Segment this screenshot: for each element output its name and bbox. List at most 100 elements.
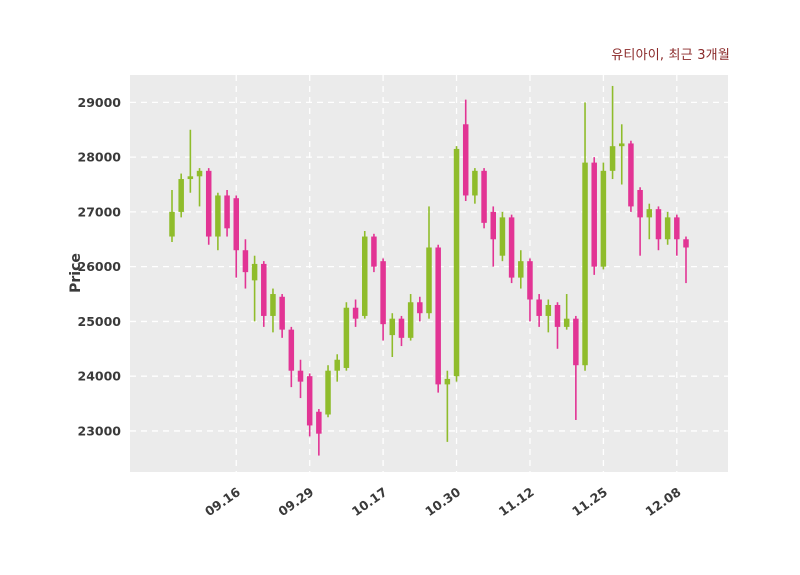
candle: [407, 294, 414, 341]
candle: [545, 299, 552, 333]
candle-body: [407, 302, 414, 338]
candle: [325, 365, 331, 418]
candle-body: [545, 304, 552, 316]
candle: [453, 146, 460, 382]
candle-body: [242, 250, 249, 273]
candle-body: [582, 162, 588, 366]
candle: [591, 157, 597, 275]
y-tick-label: 26000: [78, 259, 122, 274]
candle: [554, 302, 561, 349]
candle: [563, 294, 570, 330]
candle: [215, 192, 221, 251]
candle-body: [233, 198, 239, 251]
y-tick-label: 29000: [78, 95, 122, 110]
candle-body: [334, 359, 340, 371]
candle: [297, 359, 304, 399]
candle: [435, 244, 441, 393]
candle: [233, 195, 239, 278]
candle: [352, 299, 359, 327]
candle-body: [435, 247, 441, 385]
candle: [261, 261, 267, 327]
candle-body: [352, 307, 359, 319]
x-tick-label: 12.08: [643, 484, 684, 519]
candle: [646, 203, 653, 240]
chart-title: 유티아이, 최근 3개월: [611, 48, 730, 63]
candle: [536, 294, 542, 327]
candle: [389, 313, 396, 358]
candle: [664, 211, 671, 245]
candle: [270, 288, 276, 333]
candle: [251, 255, 258, 322]
candle-body: [683, 239, 689, 248]
candle-body: [536, 299, 542, 316]
candle-body: [591, 162, 597, 267]
candle-body: [224, 195, 230, 229]
candle-body: [371, 236, 377, 267]
y-axis-label: Price: [68, 253, 84, 293]
x-tick-label: 09.16: [202, 484, 243, 519]
candle: [527, 258, 533, 322]
candle: [499, 211, 506, 262]
candle-body: [306, 376, 313, 426]
candle: [573, 315, 579, 420]
candle: [288, 326, 295, 388]
candle: [426, 206, 432, 319]
candle-body: [472, 170, 478, 196]
candle: [619, 124, 625, 185]
candle-body: [664, 217, 671, 240]
candle-body: [527, 261, 533, 300]
candle: [371, 233, 377, 273]
y-tick-label: 25000: [78, 314, 122, 329]
candle: [462, 99, 469, 201]
candle: [196, 168, 203, 207]
candle-body: [674, 217, 680, 240]
candle: [187, 129, 194, 193]
candle: [343, 302, 350, 371]
candle: [398, 315, 405, 347]
candle-body: [417, 302, 423, 314]
candle-body: [316, 411, 322, 434]
candle-body: [187, 176, 194, 180]
candle: [637, 187, 643, 256]
candle-body: [554, 304, 561, 327]
candle: [472, 168, 478, 204]
candle: [582, 102, 588, 371]
x-tick-label: 10.30: [422, 484, 463, 519]
candle: [683, 236, 689, 284]
candle: [178, 173, 184, 218]
candle: [242, 239, 249, 289]
candle-body: [261, 263, 267, 316]
candle: [508, 214, 515, 284]
candle-body: [453, 148, 460, 377]
candle-body: [270, 294, 276, 316]
candle-body: [325, 370, 331, 415]
candle-body: [628, 143, 634, 207]
candle-body: [380, 261, 386, 325]
candle-body: [518, 261, 524, 278]
candle-body: [499, 217, 506, 256]
candle-body: [205, 170, 212, 237]
candle: [380, 258, 386, 341]
y-tick-label: 24000: [78, 369, 122, 384]
candle: [481, 168, 487, 229]
candle: [490, 206, 496, 267]
candle-body: [462, 124, 469, 196]
candle-body: [215, 195, 221, 237]
candle: [316, 409, 322, 456]
candle: [279, 294, 285, 338]
x-tick-label: 10.17: [349, 484, 390, 519]
candle: [628, 140, 634, 212]
candle: [518, 250, 524, 289]
candle-body: [297, 370, 304, 382]
x-tick-label: 11.25: [569, 484, 610, 519]
candle-body: [426, 247, 432, 314]
candle-body: [609, 146, 616, 171]
y-tick-label: 28000: [78, 150, 122, 165]
candle: [306, 373, 313, 437]
candle: [655, 206, 662, 251]
candle: [609, 85, 616, 180]
candle-body: [563, 318, 570, 327]
y-tick-label: 23000: [78, 423, 122, 438]
